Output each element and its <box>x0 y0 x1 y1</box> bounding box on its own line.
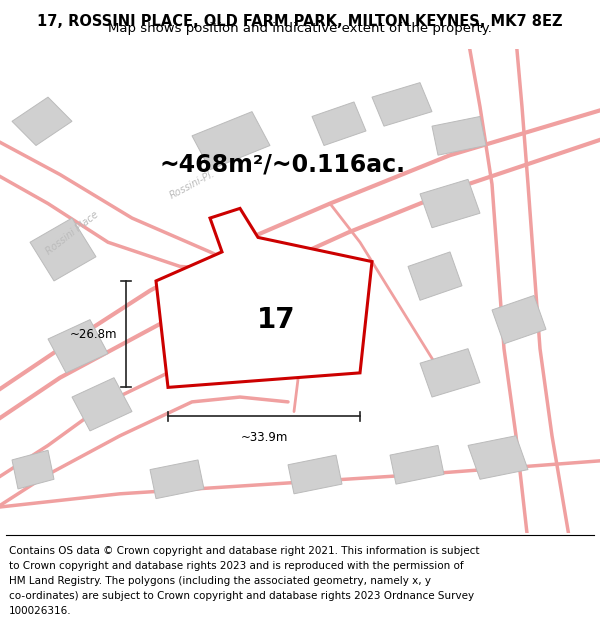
Polygon shape <box>420 349 480 397</box>
Text: co-ordinates) are subject to Crown copyright and database rights 2023 Ordnance S: co-ordinates) are subject to Crown copyr… <box>9 591 474 601</box>
Polygon shape <box>12 450 54 489</box>
Text: 100026316.: 100026316. <box>9 606 71 616</box>
Polygon shape <box>30 218 96 281</box>
Text: Rossini-Pl.: Rossini-Pl. <box>167 168 217 201</box>
Polygon shape <box>372 82 432 126</box>
Polygon shape <box>288 455 342 494</box>
Polygon shape <box>420 179 480 228</box>
Text: HM Land Registry. The polygons (including the associated geometry, namely x, y: HM Land Registry. The polygons (includin… <box>9 576 431 586</box>
Text: ~26.8m: ~26.8m <box>70 328 117 341</box>
Text: 17: 17 <box>257 306 295 334</box>
Text: ~468m²/~0.116ac.: ~468m²/~0.116ac. <box>159 153 405 177</box>
Polygon shape <box>48 319 108 373</box>
Polygon shape <box>432 116 486 155</box>
Polygon shape <box>312 102 366 146</box>
Polygon shape <box>492 296 546 344</box>
Polygon shape <box>72 378 132 431</box>
Polygon shape <box>390 446 444 484</box>
Polygon shape <box>12 97 72 146</box>
Polygon shape <box>192 112 270 169</box>
Text: ~33.9m: ~33.9m <box>241 431 287 444</box>
Polygon shape <box>408 252 462 300</box>
Text: 17, ROSSINI PLACE, OLD FARM PARK, MILTON KEYNES, MK7 8EZ: 17, ROSSINI PLACE, OLD FARM PARK, MILTON… <box>37 14 563 29</box>
Text: to Crown copyright and database rights 2023 and is reproduced with the permissio: to Crown copyright and database rights 2… <box>9 561 464 571</box>
Polygon shape <box>150 460 204 499</box>
Text: Map shows position and indicative extent of the property.: Map shows position and indicative extent… <box>108 22 492 35</box>
Polygon shape <box>468 436 528 479</box>
Text: Rossini Place: Rossini Place <box>44 209 100 256</box>
Text: Contains OS data © Crown copyright and database right 2021. This information is : Contains OS data © Crown copyright and d… <box>9 546 479 556</box>
Polygon shape <box>156 208 372 388</box>
